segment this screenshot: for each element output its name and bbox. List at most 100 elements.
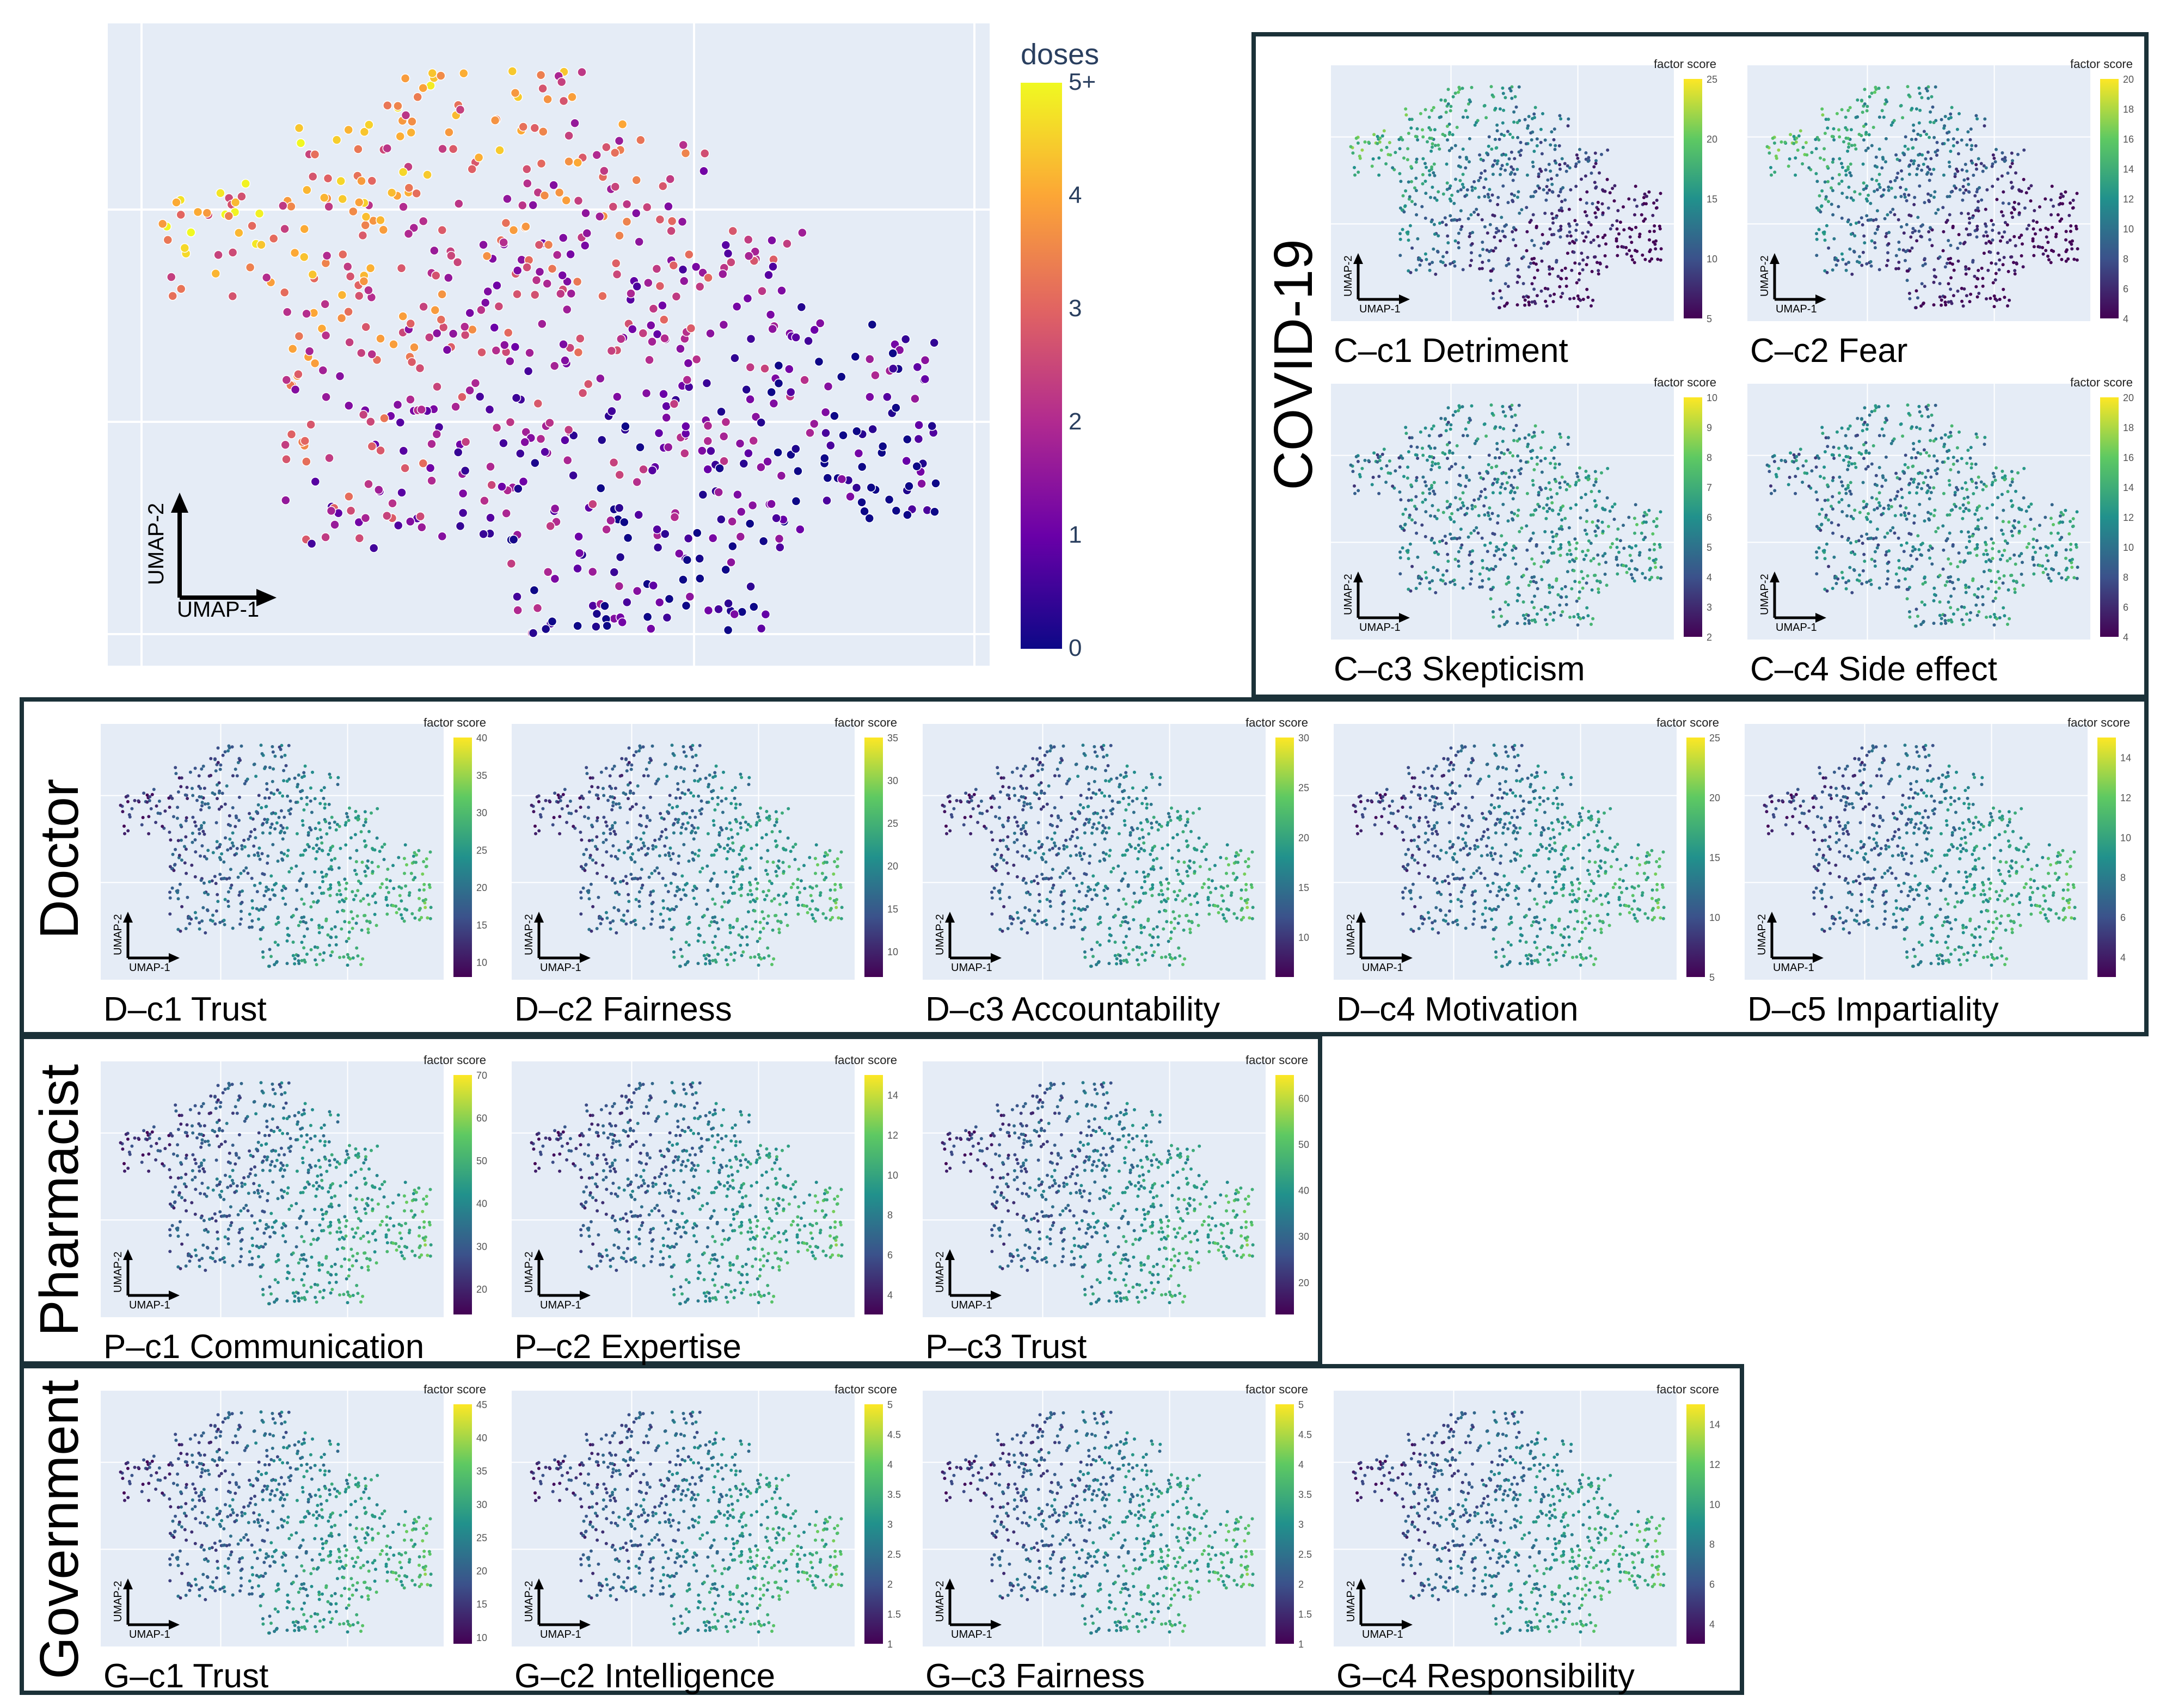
scatter-point bbox=[1846, 427, 1850, 431]
scatter-point bbox=[671, 291, 682, 302]
scatter-point bbox=[337, 290, 347, 300]
scatter-point bbox=[2035, 539, 2039, 543]
scatter-point bbox=[1848, 247, 1852, 251]
scatter-point bbox=[1504, 168, 1507, 172]
scatter-point bbox=[1822, 476, 1826, 480]
scatter-point bbox=[1837, 182, 1841, 186]
scatter-point bbox=[432, 328, 442, 339]
scatter-point bbox=[1461, 173, 1465, 176]
scatter-point bbox=[1984, 241, 1988, 245]
scatter-point bbox=[290, 867, 293, 870]
scatter-point bbox=[1978, 504, 1981, 508]
scatter-point bbox=[1501, 548, 1505, 551]
scatter-point bbox=[723, 625, 733, 635]
scatter-point bbox=[1539, 607, 1543, 611]
panel-ylabel: UMAP-2 bbox=[1759, 255, 1771, 297]
scatter-point bbox=[1831, 189, 1834, 193]
scatter-point bbox=[230, 841, 234, 845]
scatter-point bbox=[1935, 459, 1939, 463]
scatter-point bbox=[1605, 177, 1609, 181]
scatter-point bbox=[617, 617, 627, 628]
scatter-point bbox=[1941, 206, 1945, 210]
scatter-point bbox=[532, 603, 543, 613]
scatter-point bbox=[1858, 511, 1862, 514]
scatter-point bbox=[1517, 85, 1521, 89]
scatter-point bbox=[692, 837, 696, 841]
scatter-point bbox=[1929, 490, 1933, 494]
scatter-point bbox=[329, 886, 333, 890]
scatter-point bbox=[1897, 559, 1901, 562]
scatter-point bbox=[1955, 127, 1959, 131]
scatter-point bbox=[286, 926, 290, 930]
scatter-point bbox=[1989, 241, 1993, 245]
scatter-point bbox=[1460, 543, 1464, 547]
scatter-point bbox=[216, 893, 219, 896]
scatter-point bbox=[1965, 169, 1969, 173]
scatter-point bbox=[1504, 487, 1507, 490]
scatter-point bbox=[385, 904, 389, 907]
scatter-point bbox=[1900, 488, 1903, 491]
scatter-point bbox=[1631, 258, 1634, 262]
scatter-point bbox=[220, 791, 224, 795]
scatter-point bbox=[1877, 182, 1881, 186]
scatter-point bbox=[1840, 510, 1844, 514]
scatter-point bbox=[1372, 133, 1376, 137]
scatter-point bbox=[388, 499, 397, 508]
scatter-point bbox=[271, 750, 275, 754]
scatter-point bbox=[1585, 190, 1589, 194]
scatter-point bbox=[696, 939, 700, 943]
scatter-point bbox=[888, 348, 898, 358]
scatter-point bbox=[1468, 137, 1471, 140]
scatter-point bbox=[392, 400, 403, 410]
scatter-point bbox=[309, 948, 313, 951]
scatter-point bbox=[1831, 507, 1834, 511]
scatter-point bbox=[1523, 436, 1527, 440]
scatter-point bbox=[1430, 108, 1434, 112]
scatter-point bbox=[1600, 202, 1604, 206]
scatter-point bbox=[1977, 157, 1980, 161]
scatter-point bbox=[1572, 569, 1576, 573]
scatter-point bbox=[1864, 449, 1868, 453]
scatter-point bbox=[912, 362, 923, 372]
scatter-point bbox=[1404, 426, 1408, 429]
scatter-point bbox=[1874, 474, 1878, 477]
scatter-point bbox=[1981, 277, 1985, 280]
scatter-point bbox=[322, 796, 326, 800]
scatter-point bbox=[613, 881, 617, 885]
scatter-point bbox=[1407, 269, 1410, 273]
scatter-point bbox=[1817, 138, 1821, 142]
scatter-point bbox=[1884, 478, 1887, 482]
scatter-point bbox=[302, 808, 306, 812]
scatter-point bbox=[1433, 144, 1437, 148]
scatter-point bbox=[295, 888, 299, 892]
scatter-point bbox=[1594, 216, 1598, 219]
scatter-point bbox=[1907, 411, 1911, 415]
scatter-point bbox=[1929, 194, 1932, 198]
scatter-point bbox=[1992, 612, 1996, 616]
scatter-point bbox=[1963, 481, 1967, 484]
scatter-point bbox=[314, 958, 317, 962]
scatter-point bbox=[1838, 135, 1842, 139]
scatter-point bbox=[1563, 517, 1567, 520]
scatter-point bbox=[1416, 576, 1420, 580]
scatter-point bbox=[2032, 245, 2036, 249]
scatter-point bbox=[1637, 235, 1641, 238]
scatter-point bbox=[1414, 478, 1418, 482]
scatter-point bbox=[386, 188, 397, 198]
scatter-point bbox=[294, 331, 304, 341]
scatter-point bbox=[1848, 171, 1852, 175]
scatter-point bbox=[686, 323, 696, 333]
scatter-point bbox=[2060, 257, 2064, 261]
scatter-point bbox=[2015, 261, 2018, 265]
scatter-point bbox=[1549, 169, 1552, 173]
scatter-point bbox=[2003, 220, 2007, 224]
scatter-point bbox=[1480, 536, 1484, 540]
scatter-point bbox=[1635, 523, 1639, 526]
scatter-point bbox=[1789, 451, 1793, 455]
scatter-point bbox=[1529, 261, 1532, 265]
scatter-point bbox=[511, 393, 521, 403]
scatter-point bbox=[610, 808, 614, 812]
scatter-point bbox=[1992, 305, 1996, 309]
scatter-point bbox=[1995, 466, 1998, 470]
panel-colorbar-tick: 20 bbox=[476, 882, 487, 893]
